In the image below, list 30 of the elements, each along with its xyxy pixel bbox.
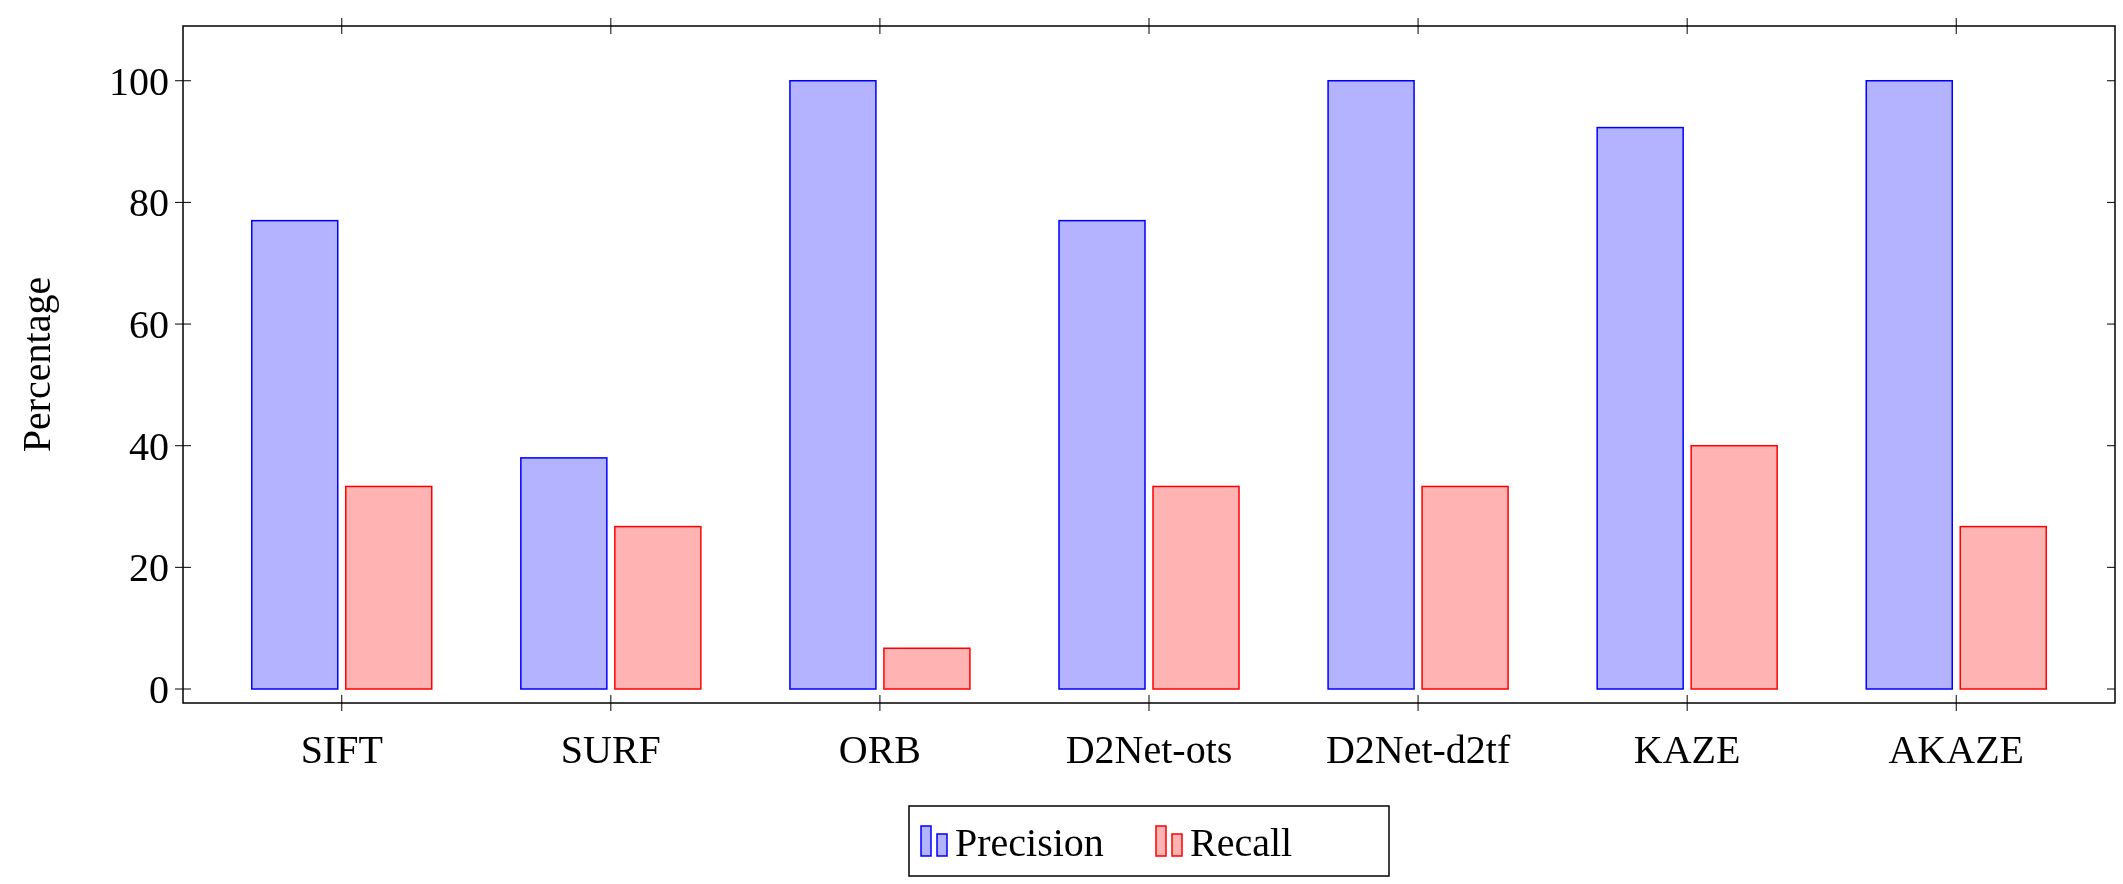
y-axis-title: Percentage: [14, 276, 59, 453]
y-tick-label: 80: [129, 180, 169, 226]
y-tick-label: 60: [129, 302, 169, 348]
x-tick-label: SIFT: [300, 727, 383, 772]
x-tick-label: D2Net-d2tf: [1325, 727, 1511, 772]
x-tick-label: D2Net-ots: [1065, 727, 1233, 772]
legend-label: Precision: [955, 820, 1104, 865]
x-tick-label: AKAZE: [1888, 727, 2025, 772]
y-tick-label: 0: [149, 667, 169, 713]
bar: [789, 79, 877, 690]
bar: [1596, 126, 1684, 690]
x-tick-label: SURF: [560, 727, 661, 772]
bar: [1865, 79, 1953, 690]
bar: [520, 457, 608, 690]
bar: [251, 219, 339, 690]
bar: [1959, 525, 2047, 690]
bar: [614, 525, 702, 690]
y-tick-label: 20: [129, 545, 169, 591]
bar: [1690, 444, 1778, 690]
y-tick-label: 40: [129, 423, 169, 469]
bar: [1152, 485, 1240, 690]
y-tick-label: 100: [109, 58, 169, 104]
bar: [1058, 219, 1146, 690]
bar: [1327, 79, 1415, 690]
x-tick-label: KAZE: [1633, 727, 1741, 772]
bar: [1421, 485, 1509, 690]
bar: [883, 647, 971, 690]
legend-label: Recall: [1190, 820, 1293, 865]
x-tick-label: ORB: [838, 727, 922, 772]
bar: [345, 485, 433, 690]
